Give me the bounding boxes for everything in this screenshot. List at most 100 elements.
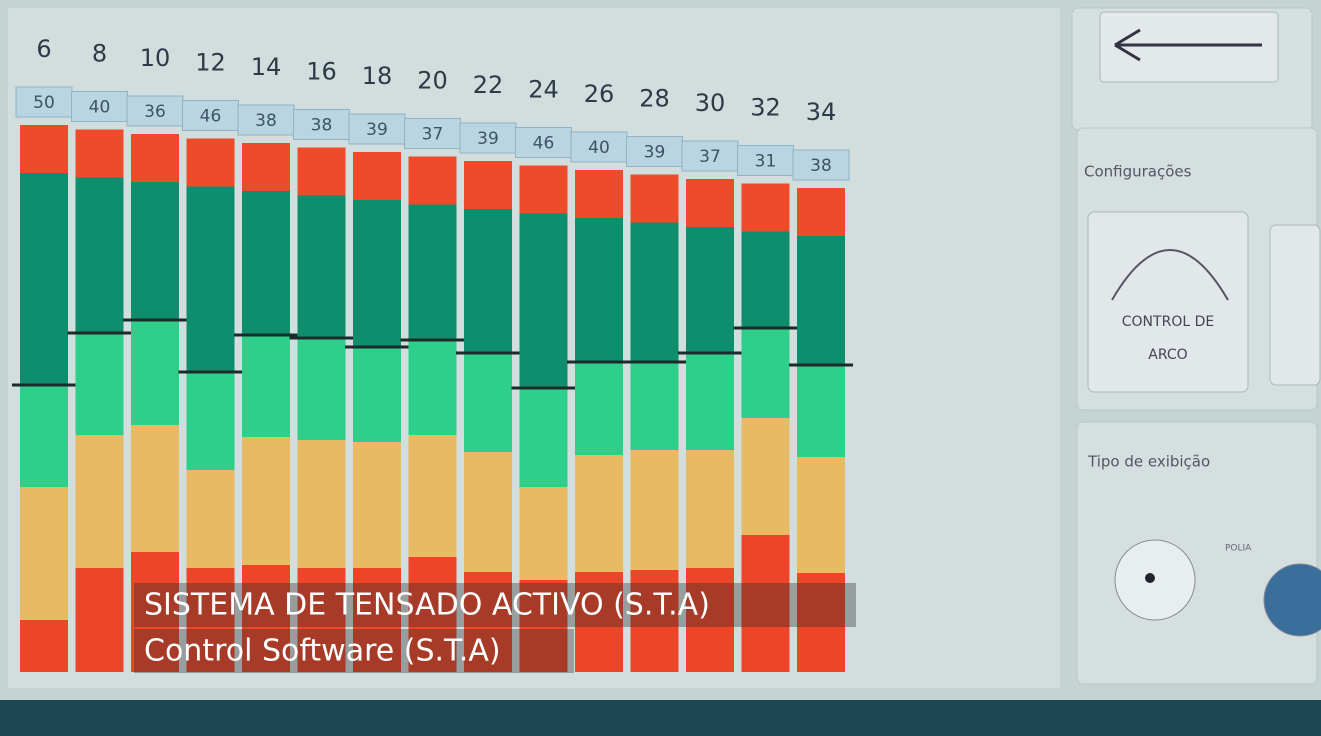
bar-segment [353,200,401,347]
display-title: Tipo de exibição [1087,453,1210,471]
back-button[interactable] [1100,12,1278,82]
channel-number: 22 [473,71,504,99]
channel-number: 34 [806,98,837,126]
bar-segment [797,365,845,457]
bar-segment [409,205,457,341]
bar-segment [520,487,568,580]
bar-segment [742,418,790,535]
button-label: ARCO [1148,347,1187,363]
bar-segment [298,440,346,568]
reading: 50 [33,93,55,113]
channel-number: 28 [639,85,670,113]
reading: 37 [422,125,444,145]
bar-segment [242,143,290,191]
bar-segment [631,450,679,570]
bar-segment [298,338,346,440]
channel-number: 20 [417,67,448,95]
channel-number: 16 [306,58,337,86]
channel-number: 26 [584,80,615,108]
bar-segment [686,179,734,227]
bar-segment [742,232,790,329]
reading: 39 [477,129,499,149]
bar-segment [76,130,124,178]
reading: 38 [311,116,333,136]
bar-segment [242,335,290,437]
reading: 38 [810,156,832,176]
channel-number: 10 [140,44,171,72]
bar-segment [20,125,68,173]
bar-segment [242,191,290,335]
bar-segment [131,320,179,425]
bar-segment [631,362,679,450]
bar-segment [353,442,401,568]
bar-segment [20,487,68,620]
bar-segment [520,214,568,389]
display-option: POLIA [1225,544,1252,554]
bar-segment [187,372,235,470]
bar-segment [686,450,734,568]
reading: 36 [144,102,166,122]
bar-segment [353,347,401,442]
bar-segment [631,223,679,363]
bar-segment [131,182,179,320]
reading: 46 [200,107,222,127]
channel-number: 12 [195,49,226,77]
bar-segment [76,568,124,672]
channel-number: 30 [695,89,726,117]
bar-segment [76,435,124,568]
bar-segment [797,236,845,365]
bar-segment [409,157,457,205]
bar-segment [797,457,845,573]
bar-segment [520,388,568,487]
caption-line: SISTEMA DE TENSADO ACTIVO (S.T.A) [144,588,710,623]
screen: 6508401036124614381638183920372239244626… [0,0,1321,736]
channel-number: 6 [36,35,51,63]
bar-segment [187,139,235,187]
bar-segment [631,175,679,223]
bar-segment [20,385,68,487]
pulley-icon[interactable] [1115,540,1195,620]
config-title: Configurações [1084,163,1192,181]
button-label: CONTROL DE [1122,314,1214,330]
reading: 39 [366,120,388,140]
channel-number: 18 [362,62,393,90]
channel-number: 24 [528,76,559,104]
bar-segment [742,328,790,418]
bar-segment [464,353,512,452]
channel-number: 8 [92,40,107,68]
bar-segment [187,470,235,568]
bar-segment [686,353,734,450]
reading: 40 [588,138,610,158]
bar-segment [409,340,457,435]
bar-segment [298,196,346,339]
reading: 40 [89,98,111,118]
bar-segment [20,620,68,672]
bar-segment [187,187,235,373]
reading: 37 [699,147,721,167]
bar-segment [409,435,457,557]
bar-segment [464,209,512,353]
bar-segment [575,218,623,362]
arc-control-button[interactable] [1088,212,1248,392]
bar-segment [20,173,68,385]
bar-segment [575,362,623,455]
bar-segment [742,184,790,232]
bar-segment [686,227,734,353]
bar-segment [76,333,124,435]
bar-segment [464,161,512,209]
reading: 46 [533,134,555,154]
reading: 39 [644,143,666,163]
bar-segment [797,188,845,236]
side-button[interactable] [1270,225,1320,385]
bar-segment [298,148,346,196]
bar-segment [353,152,401,200]
channel-number: 32 [750,94,781,122]
caption-line: Control Software (S.T.A) [144,634,501,669]
bar-segment [242,437,290,565]
bar-segment [76,178,124,334]
bar-segment [575,170,623,218]
bar-segment [131,134,179,182]
bar-segment [575,455,623,572]
reading: 38 [255,111,277,131]
bar-segment [131,425,179,552]
